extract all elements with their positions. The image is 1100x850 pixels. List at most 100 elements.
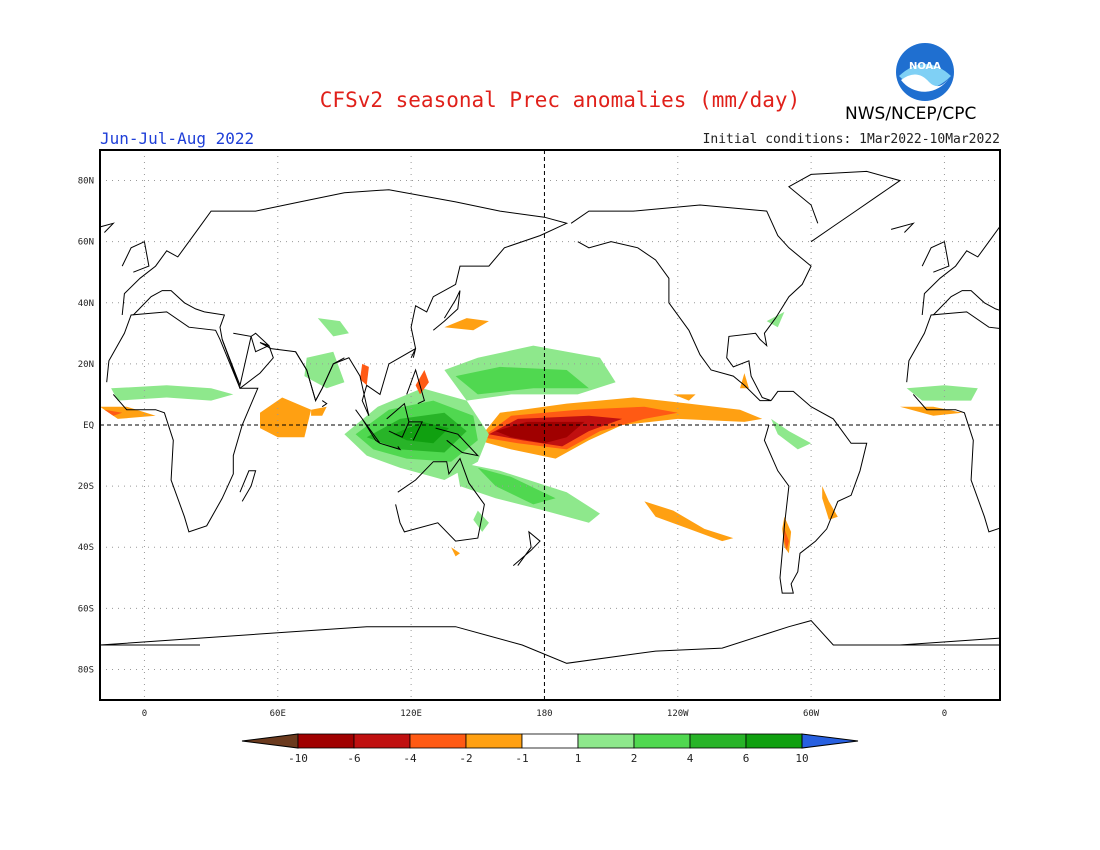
coastline [435,427,480,457]
lon-label: 60E [270,709,286,719]
grid-lines [100,150,1000,700]
coastline [1022,333,1073,388]
colorbar: -10 -6 -4 -2 -1 1 2 4 6 10 [241,733,859,765]
anomaly-patch [451,547,460,557]
anomaly-patch [360,363,369,386]
colorbar-label: 4 [687,752,694,765]
anomaly-patch [317,318,349,337]
anomaly-patch [495,421,585,444]
anomaly-patch [644,501,734,542]
colorbar-box [689,733,747,749]
season-label: Jun-Jul-Aug 2022 [100,129,255,148]
colorbar-label: 2 [631,752,638,765]
noaa-logo: NOAA [896,43,954,101]
anomaly-patch [415,370,429,395]
colorbar-label: -6 [347,752,360,765]
colorbar-box [521,733,579,749]
lat-label: EQ [83,421,94,431]
lon-label: 180 [536,709,552,719]
lat-label: 40N [78,299,94,309]
lon-label: 60W [803,709,820,719]
coastline [432,290,461,331]
coastline [100,222,115,233]
colorbar-box [465,733,523,749]
coastlines [0,170,1100,664]
coastline [1040,471,1056,502]
coastline [0,391,67,593]
coastline [121,240,150,273]
coastline [570,204,812,402]
logo-text: NOAA [909,61,941,72]
anomaly-patch [260,397,312,438]
lat-label: 80N [78,177,94,187]
anomaly-patch [444,318,489,331]
map-title: CFSv2 seasonal Prec anomalies (mm/day) [319,88,801,112]
coastline [100,620,1000,664]
colorbar-box [297,733,355,749]
colorbar-box [353,733,411,749]
anomaly-patch [393,421,449,444]
anomaly-field [100,311,978,557]
lat-label: 20N [78,360,94,370]
anomaly-patch [906,385,978,401]
colorbar-box [577,733,635,749]
coastline [408,421,423,441]
colorbar-triangle-low [241,733,299,749]
coastline [890,222,915,233]
coastline [295,351,345,402]
anomaly-patch [740,373,749,389]
colorbar-label: 10 [795,752,808,765]
anomaly-patch [304,351,345,389]
anomaly-patch [311,406,327,416]
coastline [763,390,868,594]
coastline [906,311,1000,533]
lat-label: 60N [78,238,94,248]
lat-label: 40S [78,543,94,553]
coastline [410,348,417,359]
anomaly-patch [111,385,234,401]
longitude-labels: 0 60E 120E 180 120W 60W 0 [142,709,947,719]
latitude-labels: 80N 60N 40N 20N EQ 20S 40S 60S 80S [78,177,94,676]
colorbar-label: -2 [459,752,472,765]
colorbar-triangle-high [801,733,859,749]
colorbar-label: -10 [288,752,308,765]
lon-label: 120E [400,709,422,719]
coastline [921,240,950,273]
lon-label: 0 [942,709,947,719]
lon-label: 0 [142,709,147,719]
coastline [1096,352,1100,401]
coastline [106,311,259,533]
anomaly-patch [784,528,789,551]
coastline [512,530,541,566]
coastline [0,205,11,401]
anomaly-patch [100,406,156,419]
coastline [395,457,485,542]
coastline [406,368,425,405]
colorbar-label: -1 [515,752,528,765]
colorbar-label: 1 [575,752,582,765]
lat-label: 80S [78,665,94,675]
anomaly-patch [771,418,812,450]
coastline [321,400,328,408]
colorbar-box [633,733,691,749]
lat-label: 20S [78,482,94,492]
colorbar-box [409,733,467,749]
anomaly-patch [104,409,123,416]
agency-label: NWS/NCEP/CPC [845,104,977,124]
colorbar-label: 6 [743,752,750,765]
map-frame [99,149,1001,701]
lat-label: 60S [78,604,94,614]
coastline [788,170,902,243]
coastline [379,442,402,451]
anomaly-patch [673,394,696,401]
colorbar-box [745,733,803,749]
coastline [221,332,274,390]
anomaly-patch [900,406,963,416]
coastline [239,470,257,502]
anomaly-patch [455,366,589,395]
initial-conditions-label: Initial conditions: 1Mar2022-10Mar2022 [702,132,1000,147]
colorbar-label: -4 [403,752,417,765]
anomaly-patch [477,467,556,505]
lon-label: 120W [667,709,689,719]
